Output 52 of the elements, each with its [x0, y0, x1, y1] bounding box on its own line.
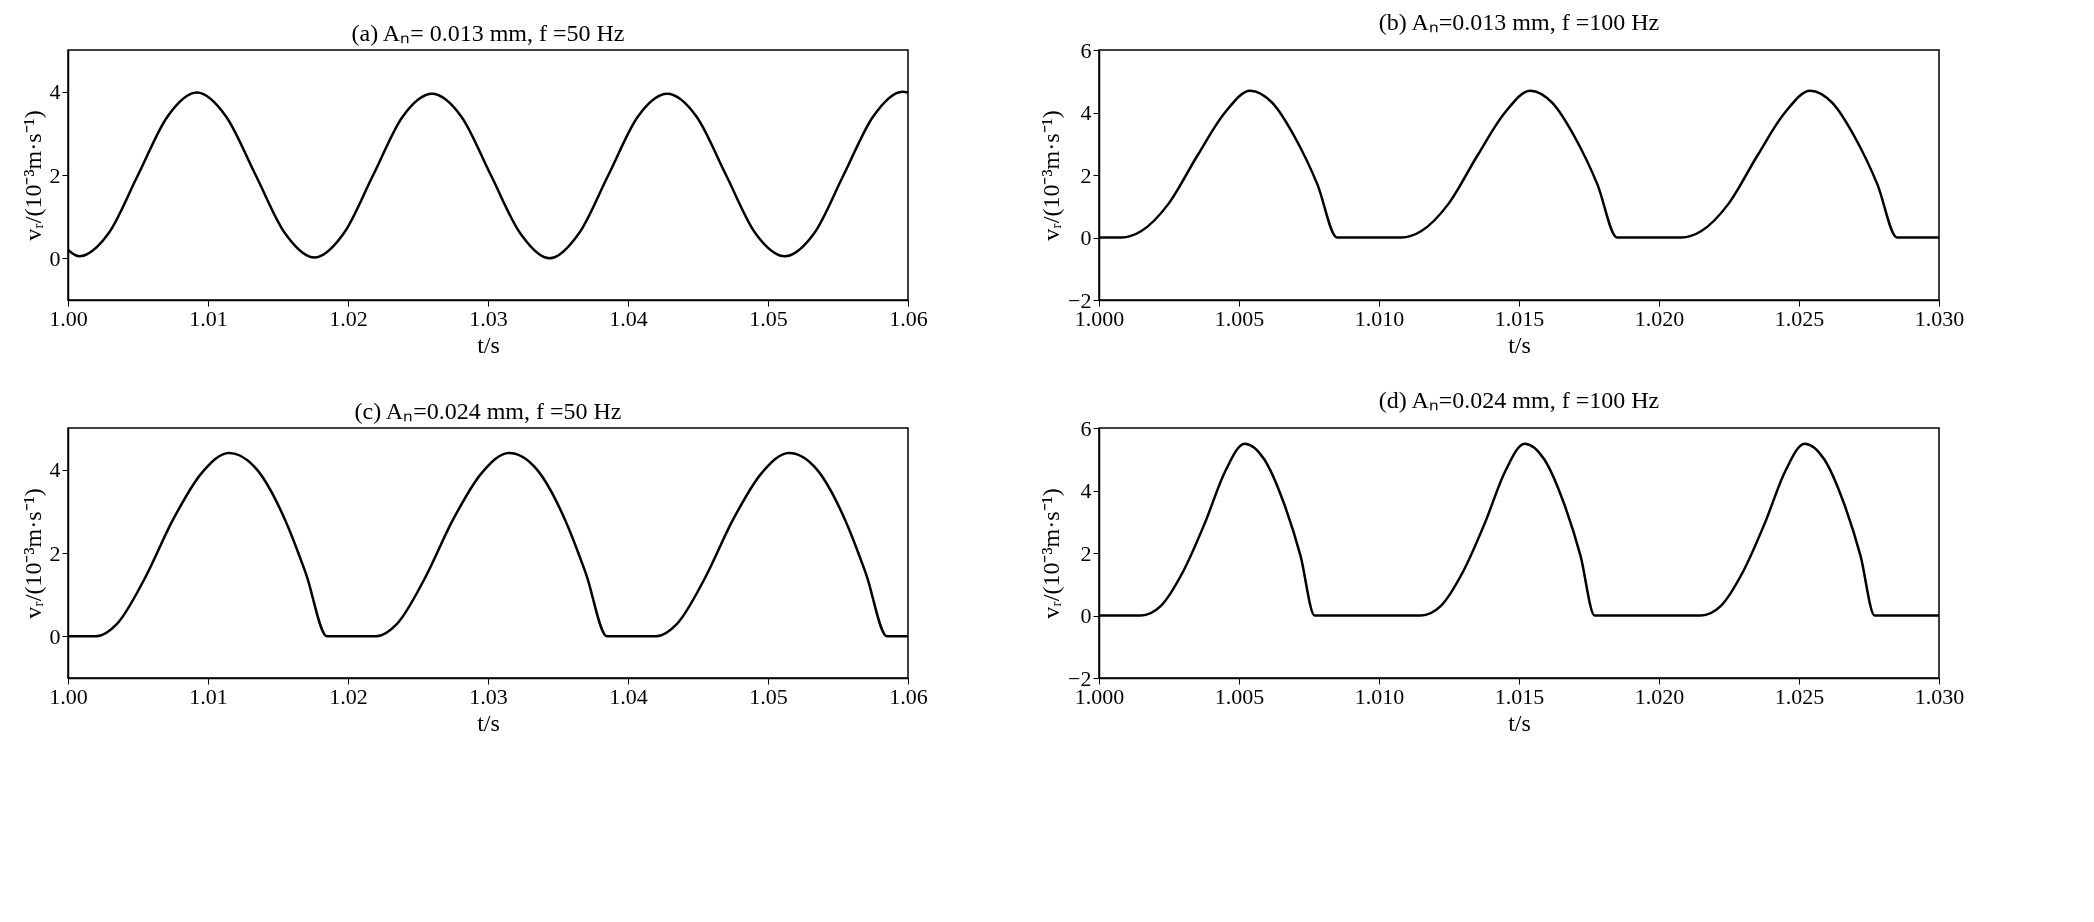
x-tick-label: 1.015 — [1494, 683, 1545, 709]
y-axis-title: vᵣ/(10⁻³m·s⁻¹) — [1038, 110, 1065, 241]
x-tick-label: 1.030 — [1914, 683, 1965, 709]
x-tick-label: 1.01 — [189, 683, 228, 709]
chart-title: (d) Aₙ=0.024 mm, f =100 Hz — [1378, 387, 1660, 413]
y-axis-title: vᵣ/(10⁻³m·s⁻¹) — [19, 110, 46, 241]
x-tick-label: 1.025 — [1774, 683, 1825, 709]
x-tick-label: 1.025 — [1774, 305, 1825, 331]
y-tick-label: 0 — [49, 623, 61, 649]
x-tick-label: 1.04 — [609, 305, 648, 331]
y-axis-title: vᵣ/(10⁻³m·s⁻¹) — [1038, 488, 1065, 619]
x-tick-label: 1.020 — [1634, 683, 1685, 709]
x-axis-title: t/s — [1508, 331, 1531, 358]
y-tick-label: 2 — [1080, 540, 1092, 566]
chart-title: (b) Aₙ=0.013 mm, f =100 Hz — [1378, 9, 1660, 35]
x-axis-title: t/s — [477, 709, 500, 736]
y-tick-label: 4 — [49, 79, 61, 105]
x-tick-label: 1.015 — [1494, 305, 1545, 331]
x-tick-label: 1.01 — [189, 305, 228, 331]
x-tick-label: 1.06 — [889, 305, 928, 331]
y-tick-label: 2 — [49, 540, 61, 566]
x-axis-title: t/s — [477, 331, 500, 358]
y-tick-label: 4 — [1080, 100, 1092, 125]
x-axis-title: t/s — [1508, 709, 1531, 736]
y-tick-label: 6 — [1080, 37, 1092, 63]
x-tick-label: 1.020 — [1634, 305, 1685, 331]
x-tick-label: 1.00 — [49, 305, 88, 331]
x-tick-label: 1.05 — [749, 683, 788, 709]
x-tick-label: 1.02 — [329, 683, 368, 709]
y-tick-label: 4 — [49, 457, 61, 483]
x-tick-label: 1.06 — [889, 683, 928, 709]
x-tick-label: 1.005 — [1214, 305, 1265, 331]
y-tick-label: 2 — [49, 162, 61, 188]
x-tick-label: 1.010 — [1354, 683, 1405, 709]
x-tick-label: 1.005 — [1214, 683, 1265, 709]
x-tick-label: 1.02 — [329, 305, 368, 331]
x-tick-label: 1.030 — [1914, 305, 1965, 331]
x-tick-label: 1.010 — [1354, 305, 1405, 331]
x-tick-label: 1.04 — [609, 683, 648, 709]
y-tick-label: 0 — [49, 245, 61, 271]
chart-title: (a) Aₙ= 0.013 mm, f =50 Hz — [351, 20, 625, 46]
y-tick-label: 0 — [1080, 225, 1092, 250]
chart-title: (c) Aₙ=0.024 mm, f =50 Hz — [354, 398, 622, 424]
x-tick-label: 1.00 — [49, 683, 88, 709]
x-tick-label: 1.03 — [469, 683, 508, 709]
x-tick-label: 1.05 — [749, 305, 788, 331]
y-axis-title: vᵣ/(10⁻³m·s⁻¹) — [19, 488, 46, 619]
x-tick-label: 1.03 — [469, 305, 508, 331]
y-tick-label: 6 — [1080, 415, 1092, 441]
y-tick-label: 4 — [1080, 478, 1092, 503]
y-tick-label: 0 — [1080, 603, 1092, 628]
y-tick-label: 2 — [1080, 162, 1092, 188]
